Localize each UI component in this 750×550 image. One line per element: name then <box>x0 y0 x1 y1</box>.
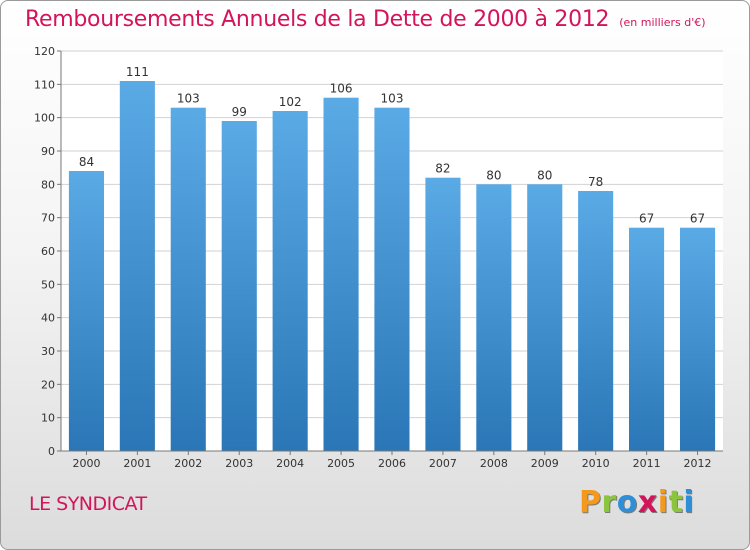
x-tick-label: 2010 <box>582 457 610 470</box>
bar-2001 <box>119 81 155 451</box>
bar-2012 <box>680 227 716 451</box>
logo-letter: o <box>616 485 638 520</box>
y-tick-label: 70 <box>41 212 55 225</box>
data-label: 84 <box>79 155 94 169</box>
y-tick-label: 110 <box>34 78 55 91</box>
y-tick-label: 0 <box>48 445 55 458</box>
chart-title-text: Remboursements Annuels de la Dette de 20… <box>25 7 610 32</box>
bar-2004 <box>272 111 308 451</box>
x-tick-label: 2011 <box>633 457 661 470</box>
y-tick-label: 20 <box>41 378 55 391</box>
data-label: 67 <box>690 212 705 226</box>
x-tick-label: 2007 <box>429 457 457 470</box>
bar-2000 <box>68 171 104 451</box>
logo-letter: t <box>668 485 684 520</box>
data-label: 103 <box>177 92 200 106</box>
y-tick-label: 40 <box>41 312 55 325</box>
x-tick-label: 2012 <box>684 457 712 470</box>
x-tick-label: 2003 <box>225 457 253 470</box>
bar-2008 <box>476 184 512 452</box>
data-label: 103 <box>381 92 404 106</box>
bar-2003 <box>221 121 257 451</box>
logo-letter: r <box>601 485 617 520</box>
chart-title: Remboursements Annuels de la Dette de 20… <box>25 7 706 32</box>
data-label: 78 <box>588 175 603 189</box>
x-tick-label: 2005 <box>327 457 355 470</box>
y-tick-label: 50 <box>41 278 55 291</box>
y-tick-label: 90 <box>41 145 55 158</box>
data-label: 106 <box>330 82 353 96</box>
logo-letter: x <box>637 485 658 520</box>
y-tick-label: 10 <box>41 412 55 425</box>
commune-name: LE SYNDICAT <box>29 493 147 515</box>
bar-2007 <box>425 177 461 451</box>
x-tick-label: 2002 <box>174 457 202 470</box>
y-tick-label: 60 <box>41 245 55 258</box>
x-tick-label: 2008 <box>480 457 508 470</box>
bar-2009 <box>527 184 563 452</box>
bar-2005 <box>323 97 359 451</box>
x-tick-label: 2009 <box>531 457 559 470</box>
data-label: 67 <box>639 212 654 226</box>
logo-letter: i <box>683 485 695 520</box>
bar-2011 <box>629 227 665 451</box>
logo-letter: i <box>657 485 669 520</box>
proxiti-logo: Proxiti <box>579 485 694 520</box>
y-tick-label: 30 <box>41 345 55 358</box>
bar-2010 <box>578 191 614 451</box>
bar-2006 <box>374 107 410 451</box>
x-tick-label: 2000 <box>72 457 100 470</box>
y-tick-label: 80 <box>41 178 55 191</box>
x-tick-label: 2001 <box>123 457 151 470</box>
data-label: 82 <box>435 162 450 176</box>
data-label: 111 <box>126 65 149 79</box>
y-tick-label: 100 <box>34 112 55 125</box>
y-tick-label: 120 <box>34 45 55 58</box>
data-label: 99 <box>232 105 247 119</box>
bar-2002 <box>170 107 206 451</box>
x-tick-label: 2004 <box>276 457 304 470</box>
data-label: 102 <box>279 95 302 109</box>
data-label: 80 <box>537 168 552 182</box>
data-label: 80 <box>486 168 501 182</box>
logo-letter: P <box>579 485 602 520</box>
chart-unit-label: (en milliers d'€) <box>619 16 706 29</box>
x-tick-label: 2006 <box>378 457 406 470</box>
